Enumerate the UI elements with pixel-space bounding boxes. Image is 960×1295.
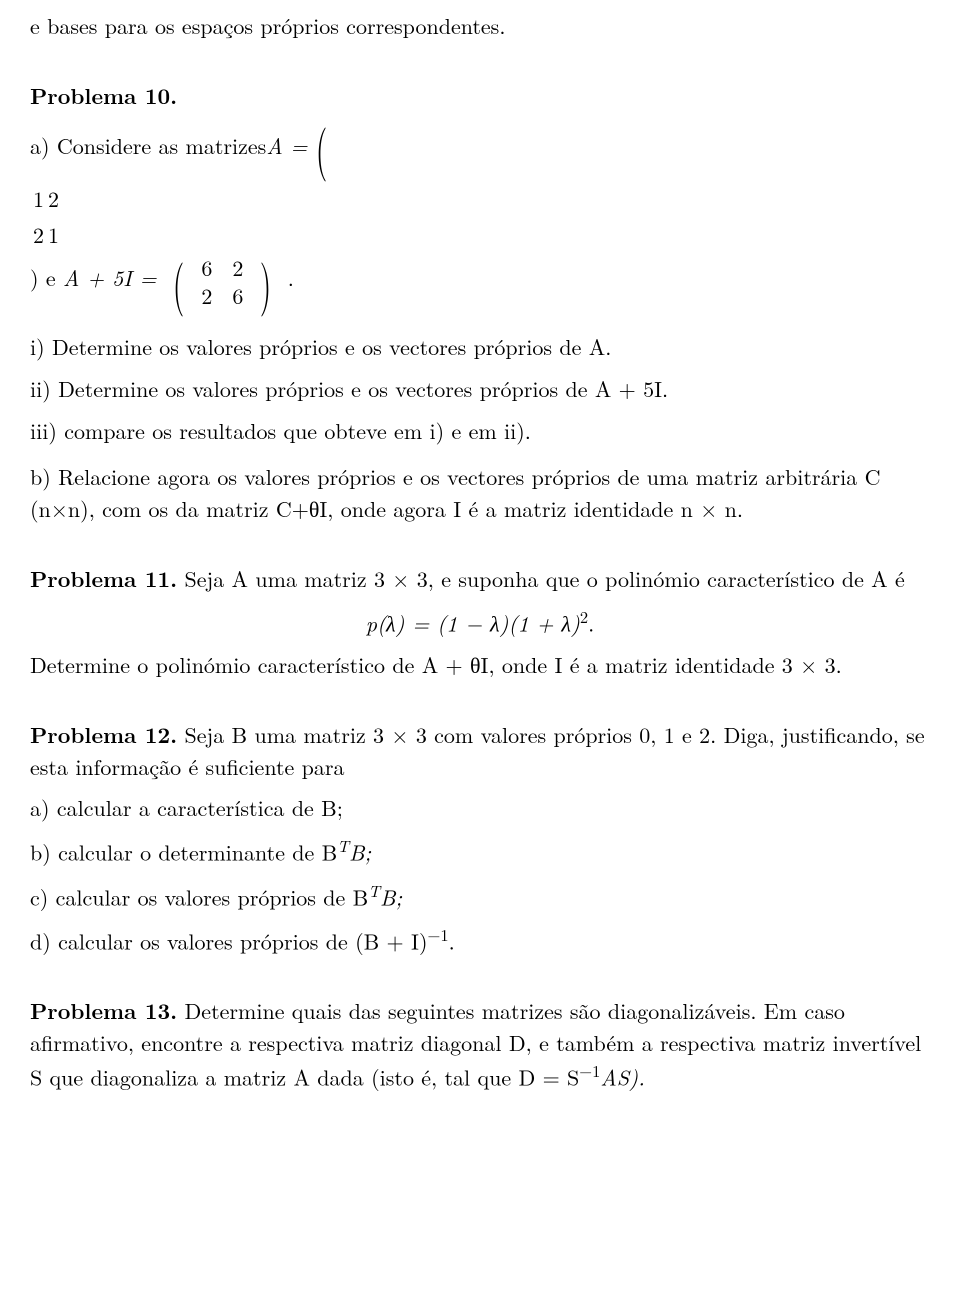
p10-b: b) Relacione agora os valores próprios e… — [30, 461, 930, 525]
rparen-icon: ) — [260, 257, 272, 306]
p11-poly: p(λ) = (1 − λ)(1 + λ) — [366, 607, 580, 638]
p10-title-line: Problema 10. — [30, 80, 930, 112]
p10-ii: ii) Determine os valores próprios e os v… — [30, 373, 930, 405]
A-01: 2 — [47, 182, 60, 216]
intro-line: e bases para os espaços próprios corresp… — [30, 10, 930, 42]
p10-a-line: a) Considere as matrizes A = ( — [30, 122, 336, 171]
problema-11: Problema 11. Seja A uma matriz 3 × 3, e … — [30, 563, 930, 681]
p10-dot: . — [288, 262, 294, 293]
p10-i: i) Determine os valores próprios e os ve… — [30, 331, 930, 363]
p11-after: Determine o polinómio característico de … — [30, 649, 930, 681]
p11-lead-line: Problema 11. Seja A uma matriz 3 × 3, e … — [30, 563, 930, 595]
problema-13: Problema 13. Determine quais das seguint… — [30, 995, 930, 1093]
p10-iii: iii) compare os resultados que obteve em… — [30, 415, 930, 447]
lparen-icon: ( — [173, 257, 185, 306]
A-11: 1 — [47, 218, 60, 252]
p12-c-sup: T — [368, 878, 380, 902]
p12-d-pre: d) calcular os valores próprios de (B + … — [30, 925, 428, 956]
p12-a: a) calcular a característica de B; — [30, 792, 930, 824]
matrix-A5I: ( 6 2 2 6 ) — [168, 254, 276, 309]
p12-d: d) calcular os valores próprios de (B + … — [30, 923, 930, 957]
p12-d-post: . — [449, 925, 455, 956]
p11-lead: Seja A uma matriz 3 × 3, e suponha que o… — [177, 563, 905, 594]
A-00: 1 — [32, 182, 45, 216]
matrix-A5I-cells: 6 2 2 6 — [191, 254, 253, 309]
matrix-A-cells: 1 2 2 1 — [30, 180, 62, 254]
page: e bases para os espaços próprios corresp… — [0, 0, 960, 1295]
rparen-icon: ) — [30, 262, 39, 293]
p12-c-pre: c) calcular os valores próprios de B — [30, 881, 368, 912]
p10-A-eq: A = — [266, 130, 307, 162]
p10-A5I-eq: A + 5I = — [63, 262, 164, 293]
p12-d-sup: −1 — [428, 922, 449, 946]
p10-a-lead: a) Considere as matrizes — [30, 130, 266, 162]
lparen-icon: ( — [316, 122, 328, 171]
A5I-11: 6 — [222, 282, 253, 310]
p11-poly-dot: . — [588, 607, 594, 638]
problema-12: Problema 12. Seja B uma matriz 3 × 3 com… — [30, 719, 930, 957]
p10-title: Problema 10. — [30, 80, 177, 111]
p13-tail: AS). — [600, 1061, 644, 1092]
matrix-A: ( — [311, 122, 332, 171]
p13-line: Problema 13. Determine quais das seguint… — [30, 995, 930, 1093]
problema-10: Problema 10. a) Considere as matrizes A … — [30, 80, 930, 525]
p12-lead-line: Problema 12. Seja B uma matriz 3 × 3 com… — [30, 719, 930, 783]
A5I-00: 6 — [191, 254, 222, 282]
p12-b: b) calcular o determinante de BTB; — [30, 834, 930, 868]
p12-c-post: B; — [380, 881, 402, 912]
A5I-10: 2 — [191, 282, 222, 310]
p12-b-pre: b) calcular o determinante de B — [30, 837, 337, 868]
p12-title: Problema 12. — [30, 719, 177, 750]
p13-exp: −1 — [579, 1058, 600, 1082]
p10-mid: e — [46, 262, 63, 293]
A5I-01: 2 — [222, 254, 253, 282]
p12-b-post: B; — [349, 837, 371, 868]
p12-c: c) calcular os valores próprios de BTB; — [30, 879, 930, 913]
p12-b-sup: T — [337, 833, 349, 857]
p11-poly-exp: 2 — [580, 604, 588, 628]
p13-title: Problema 13. — [30, 995, 177, 1026]
p11-title: Problema 11. — [30, 563, 177, 594]
p11-poly-line: p(λ) = (1 − λ)(1 + λ)2. — [30, 605, 930, 639]
A-10: 2 — [32, 218, 45, 252]
